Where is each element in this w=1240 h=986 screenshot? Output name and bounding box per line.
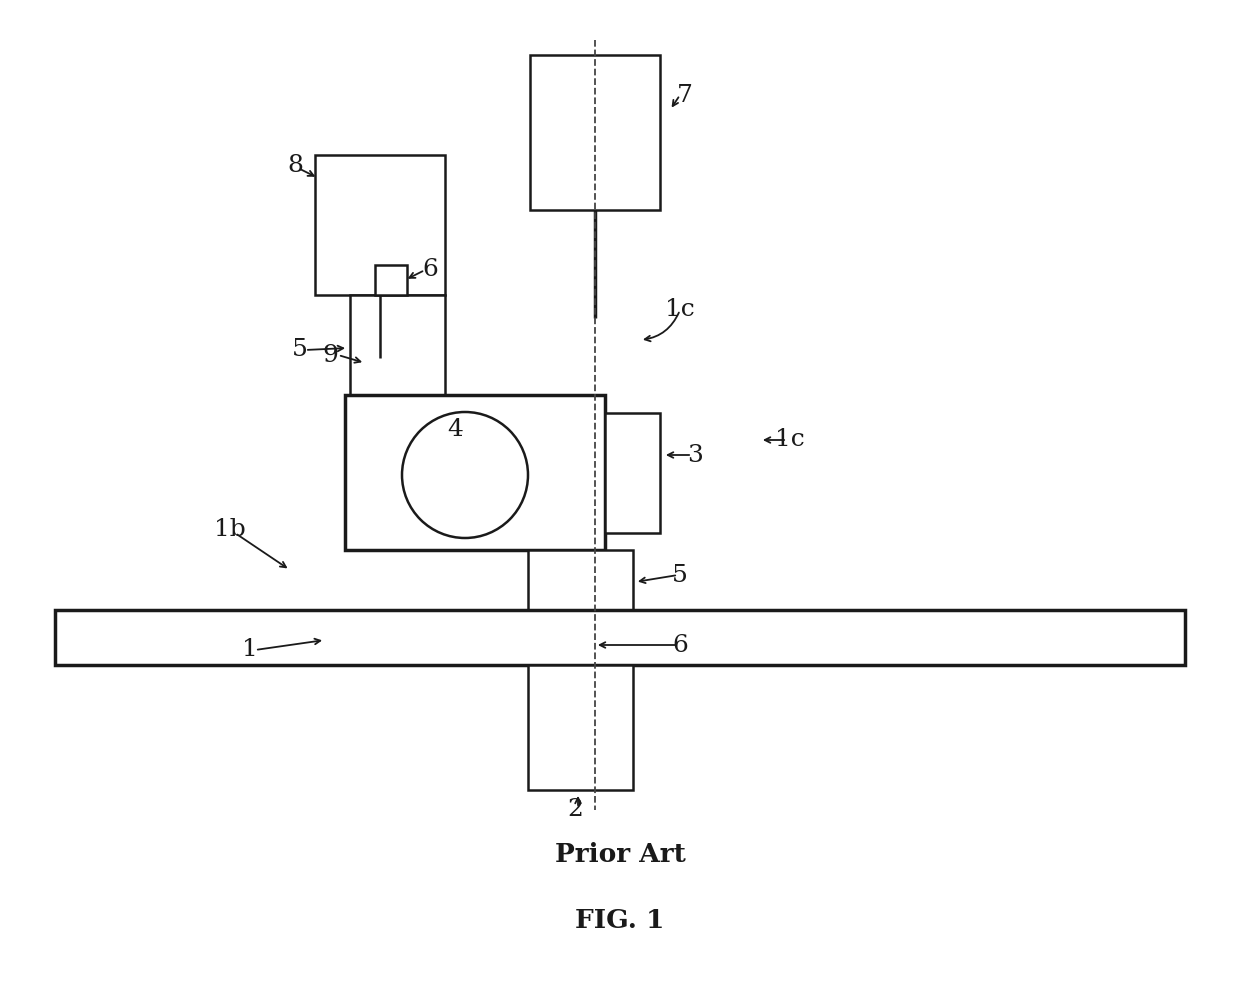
Text: 6: 6: [672, 633, 688, 657]
Text: 5: 5: [672, 564, 688, 587]
Text: FIG. 1: FIG. 1: [575, 907, 665, 933]
Bar: [345, 395, 605, 550]
Text: 7: 7: [677, 84, 693, 106]
Bar: [315, 155, 445, 295]
Text: 8: 8: [288, 154, 303, 176]
Text: 2: 2: [567, 799, 583, 821]
Bar: [374, 265, 407, 295]
Bar: [528, 550, 632, 640]
Text: 5: 5: [293, 338, 308, 362]
Text: 3: 3: [687, 444, 703, 466]
Text: Prior Art: Prior Art: [554, 842, 686, 868]
Bar: [605, 413, 660, 533]
Bar: [548, 640, 593, 668]
Text: 1c: 1c: [665, 299, 694, 321]
Text: 4: 4: [448, 418, 463, 442]
Bar: [529, 55, 660, 210]
Bar: [366, 358, 394, 386]
Text: 1b: 1b: [215, 519, 246, 541]
Text: 9: 9: [322, 343, 339, 367]
Text: 6: 6: [422, 258, 438, 281]
Bar: [350, 295, 445, 405]
Text: 1: 1: [242, 639, 258, 662]
Bar: [55, 610, 1185, 665]
Bar: [528, 665, 632, 790]
Text: 1c: 1c: [775, 429, 805, 452]
